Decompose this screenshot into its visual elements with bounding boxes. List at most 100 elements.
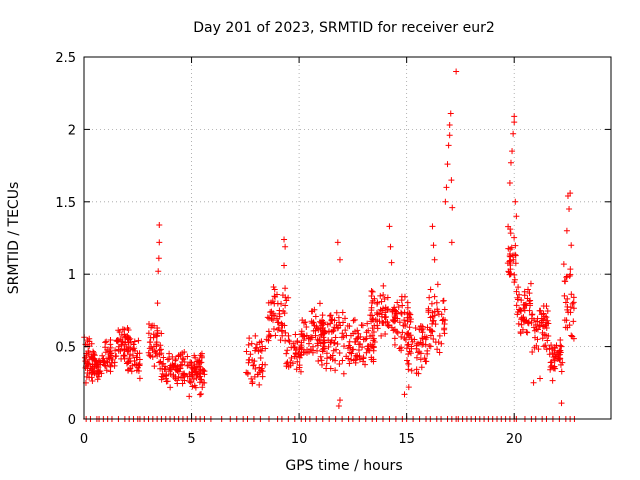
data-point [309,334,316,341]
data-point [407,318,414,325]
data-point [506,179,513,186]
data-point [507,257,514,264]
data-point [187,359,194,366]
data-point [256,339,263,346]
data-point [252,345,259,352]
data-point [172,356,179,363]
data-point [518,297,525,304]
data-point [336,319,343,326]
data-point [448,177,455,184]
data-point [192,384,199,391]
data-point [563,273,570,280]
data-point [544,337,551,344]
data-point [121,345,128,352]
data-point [180,356,187,363]
data-point [350,317,357,324]
data-point [510,130,517,137]
data-point [118,355,125,362]
data-point [147,334,154,341]
y-tick-label: 2.5 [55,51,76,66]
data-point [162,363,169,370]
data-point [250,362,257,369]
y-tick-label: 2 [68,123,76,138]
data-point [181,348,188,355]
data-point [357,333,364,340]
data-point [558,368,565,375]
data-point [515,320,522,327]
data-point [533,342,540,349]
data-point [557,336,564,343]
data-point [399,302,406,309]
data-point [544,308,551,314]
data-point [149,322,156,329]
data-point [530,324,537,331]
data-point [89,377,96,384]
data-point [406,311,413,318]
data-point [563,317,570,324]
data-point [508,244,515,251]
data-point [193,364,200,371]
data-point [398,309,405,316]
data-point [303,323,310,330]
data-point [107,352,114,359]
data-point [515,284,522,291]
data-point [293,353,300,360]
y-tick-label: 0 [68,413,76,428]
data-point [399,329,406,336]
data-point [388,324,395,331]
data-point [436,349,443,356]
data-point [328,317,335,324]
data-point [272,332,279,339]
data-point [113,337,120,344]
data-point [93,363,100,370]
data-point [382,309,389,316]
data-point [124,348,131,355]
data-point [354,327,361,334]
data-point [512,198,519,205]
data-point [191,361,198,368]
data-point [377,306,384,313]
data-point [198,376,205,383]
data-point [317,332,324,339]
data-point [89,361,96,368]
data-point [332,367,339,374]
data-point [405,366,412,373]
data-point [167,365,174,372]
axis-ticks: 0 0.5 1 1.5 2 2.5 0 5 10 15 20 [55,51,611,447]
data-point [432,339,439,346]
data-point [526,290,533,297]
data-point [249,380,256,387]
data-point [94,376,101,383]
data-point [336,397,343,404]
data-point [370,328,377,335]
data-point [199,384,206,391]
data-point [535,346,542,353]
data-point [539,335,546,342]
data-point [411,336,418,343]
data-point [339,357,346,364]
data-point [283,363,290,370]
data-point [286,338,293,345]
data-point [363,349,370,356]
data-point [184,353,191,360]
data-point [509,148,516,155]
data-point [264,314,271,321]
data-point [282,302,289,309]
data-point [243,369,250,376]
data-point [543,332,550,339]
data-point [315,326,322,333]
data-point [318,322,325,329]
data-point [243,348,250,355]
data-point [177,365,184,372]
data-point [453,68,460,75]
data-point [557,361,564,368]
data-point [256,381,263,388]
data-point [511,279,518,286]
data-point [308,308,315,315]
data-point [333,321,340,328]
data-point [255,348,262,355]
data-point [336,256,343,263]
data-point [543,303,550,310]
data-point [405,360,412,367]
data-point [406,348,413,355]
